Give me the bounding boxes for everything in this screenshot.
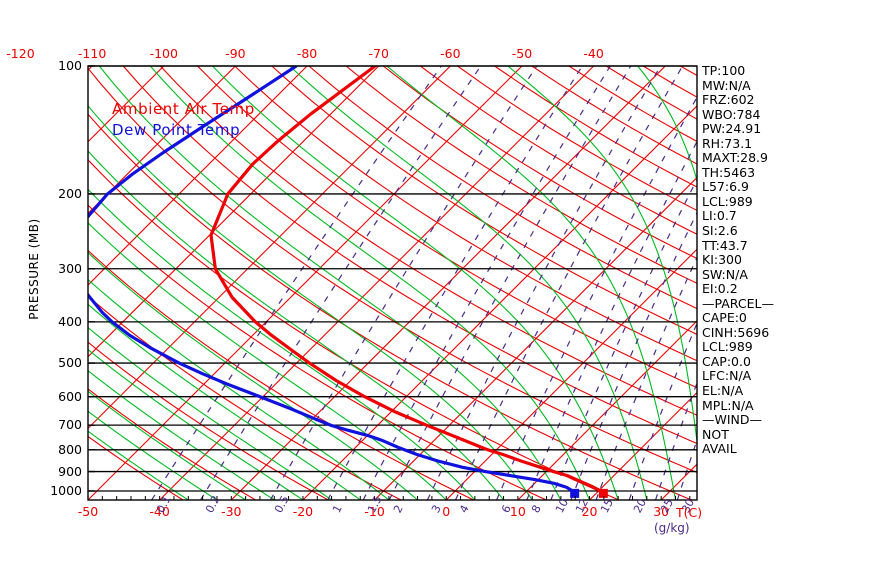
param-ki: KI:300 [702, 252, 742, 268]
top-temp-tick--50: -50 [511, 46, 533, 61]
bottom-temp-tick--40: -40 [149, 504, 170, 519]
param-lcl: LCL:989 [702, 193, 753, 209]
top-temp-tick--60: -60 [440, 46, 461, 61]
param-si: SI:2.6 [702, 223, 738, 239]
pressure-tick-200: 200 [58, 185, 82, 201]
top-temp-tick--100: -100 [149, 46, 178, 61]
x-axis-unit-label: T(C) [676, 505, 703, 520]
pressure-tick-400: 400 [58, 313, 82, 329]
bottom-temp-tick-20: 20 [581, 504, 598, 519]
param-lcl2: LCL:989 [702, 339, 753, 355]
bottom-temp-tick-0: 0 [442, 504, 451, 519]
bottom-temp-tick-30: 30 [653, 504, 670, 519]
param-lfc: LFC:N/A [702, 368, 752, 384]
param-wind1: NOT [702, 426, 729, 442]
param-sw: SW:N/A [702, 266, 748, 282]
mixing-ratio-unit-label: (g/kg) [654, 521, 690, 535]
param-wbo: WBO:784 [702, 106, 761, 122]
pressure-tick-700: 700 [58, 417, 82, 433]
param-pw: PW:24.91 [702, 121, 762, 137]
pressure-tick-100: 100 [58, 58, 82, 73]
bottom-temp-tick--50: -50 [77, 504, 99, 519]
top-temp-tick--70: -70 [368, 46, 389, 61]
legend-dew-point-temp: Dew Point Temp [112, 121, 241, 139]
param-frz: FRZ:602 [702, 92, 755, 108]
param-section2: —WIND— [702, 412, 763, 428]
legend-ambient-air-temp: Ambient Air Temp [112, 100, 255, 118]
param-maxt: MAXT:28.9 [702, 150, 768, 166]
param-cape: CAPE:0 [702, 310, 747, 326]
y-axis-title: PRESSURE (MB) [27, 218, 41, 320]
param-l57: L57:6.9 [702, 179, 749, 195]
param-ei: EI:0.2 [702, 281, 738, 297]
top-temp-tick--40: -40 [583, 46, 604, 61]
param-tp: TP:100 [702, 63, 746, 78]
top-temp-tick--110: -110 [77, 46, 107, 61]
param-rh: RH:73.1 [702, 135, 753, 151]
top-temp-tick--80: -80 [296, 46, 318, 61]
parameter-panel: TP:100 MW:N/A FRZ:602 WBO:784 PW:24.91 RH:73.… [702, 63, 862, 457]
param-section: —PARCEL— [702, 295, 774, 311]
param-mw: MW:N/A [702, 77, 751, 93]
top-temp-tick--120: -120 [6, 46, 35, 61]
pressure-tick-600: 600 [58, 388, 82, 404]
param-el: EL:N/A [702, 383, 744, 399]
param-cinh: CINH:5696 [702, 324, 770, 340]
param-tt: TT:43.7 [702, 237, 748, 253]
pressure-tick-1000: 1000 [50, 482, 82, 498]
top-temp-tick--90: -90 [225, 46, 246, 61]
param-th: TH:5463 [702, 164, 756, 180]
pressure-tick-800: 800 [58, 441, 82, 457]
pressure-tick-300: 300 [58, 260, 82, 276]
bottom-temp-tick--20: -20 [292, 504, 314, 519]
pressure-tick-500: 500 [58, 355, 82, 371]
bottom-temp-tick-10: 10 [509, 504, 526, 519]
bottom-temp-tick--30: -30 [221, 504, 242, 519]
param-mpl: MPL:N/A [702, 397, 754, 413]
param-li: LI:0.7 [702, 208, 737, 224]
pressure-tick-900: 900 [58, 463, 82, 479]
param-cap: CAP:0.0 [702, 353, 751, 369]
bottom-temp-tick--10: -10 [364, 504, 385, 519]
param-wind2: AVAIL [702, 441, 737, 457]
